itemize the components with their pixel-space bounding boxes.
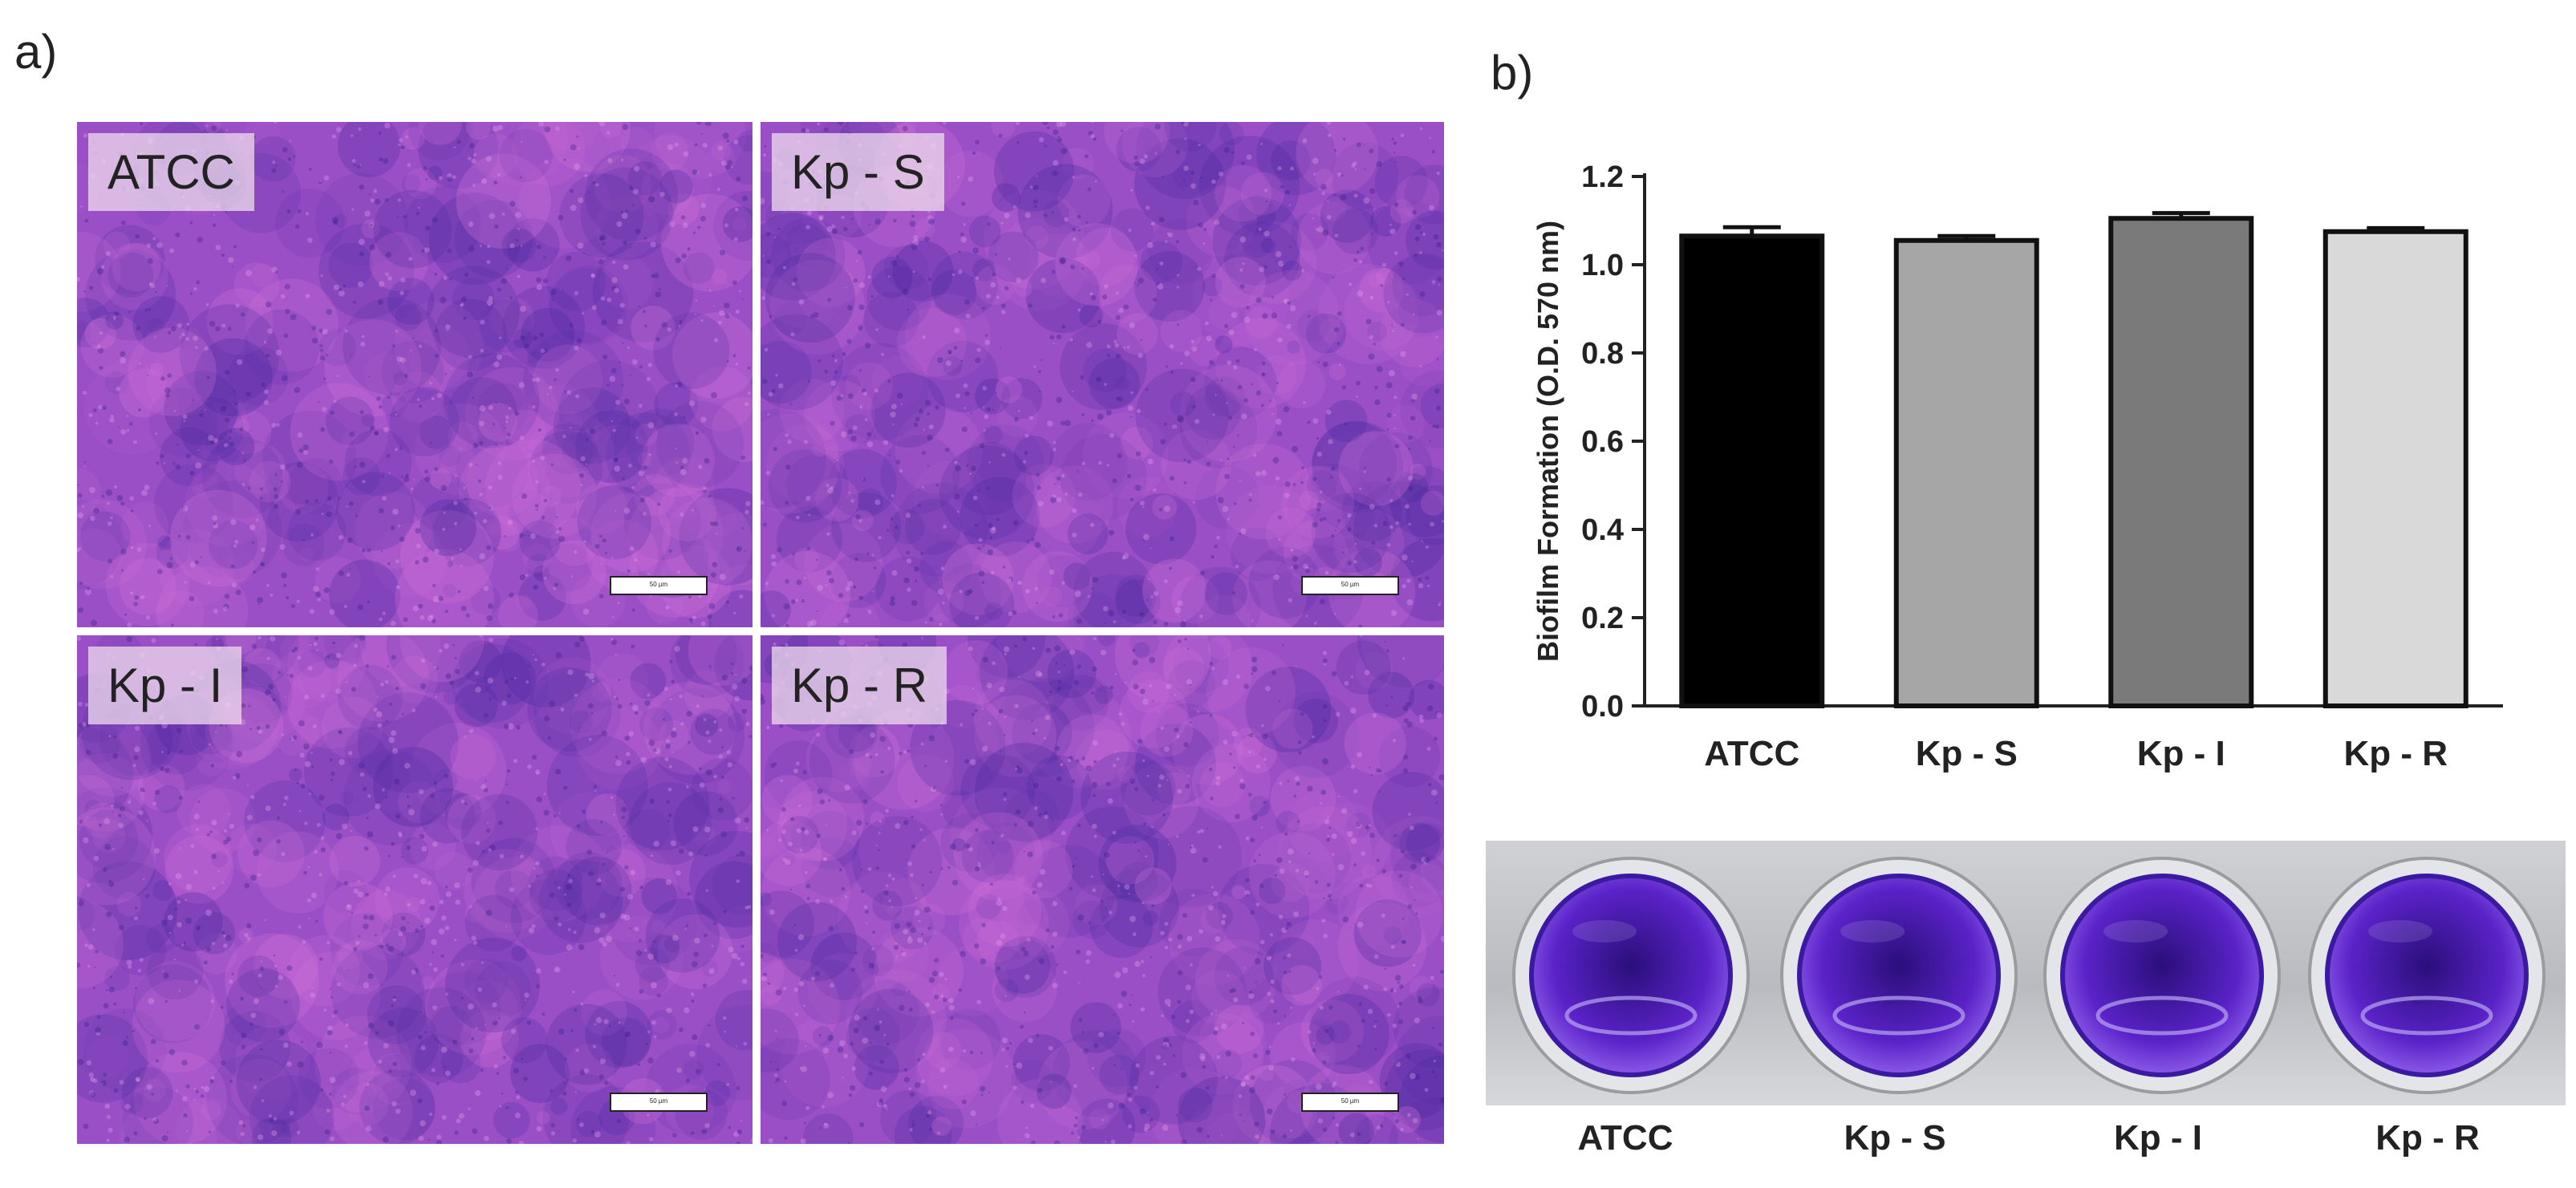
scale-bar: 50 µm [1301,576,1399,595]
x-tick-label: Kp - I [2137,734,2225,773]
bar [2322,229,2468,708]
micrograph-label: Kp - I [88,647,242,724]
bar [1679,233,1825,708]
micrograph-label: Kp - S [772,133,944,211]
x-tick-label: ATCC [1704,734,1799,773]
scale-bar: 50 µm [610,576,708,595]
well-label: Kp - S [1844,1118,1946,1158]
bar [1893,237,2039,708]
panel-b-letter: b) [1491,46,1534,99]
x-tick-label: Kp - S [1916,734,2018,773]
panel-a-letter: a) [14,25,58,79]
micrograph-texture [761,635,1444,1144]
well-label: Kp - I [2114,1118,2202,1158]
well [1508,855,1754,1096]
well-label: Kp - R [2375,1118,2480,1158]
micrograph-texture [761,122,1444,627]
micrograph-kp-i: Kp - I 50 µm [77,635,753,1144]
well [1776,855,2022,1096]
micrograph-kp-s: Kp - S 50 µm [761,122,1444,627]
y-tick-label: 0.6 [1581,425,1624,459]
scale-bar: 50 µm [1301,1093,1399,1112]
micrograph-atcc: ATCC 50 µm [77,122,753,627]
micrograph-label: ATCC [88,133,254,211]
y-tick-label: 0.8 [1581,337,1624,371]
y-tick-label: 0.2 [1581,602,1624,635]
y-tick-label: 1.2 [1581,160,1624,194]
bar [2108,216,2254,708]
y-axis-label: Biofilm Formation (O.D. 570 nm) [1531,221,1564,662]
well-label: ATCC [1577,1118,1673,1158]
biofilm-bar-chart: 0.0 0.2 0.4 0.6 0.8 1.0 1.2 Biofilm Formation (… [1531,160,2503,773]
micrograph-kp-r: Kp - R 50 µm [761,635,1444,1144]
y-tick-label: 1.0 [1581,249,1624,282]
well [2304,855,2550,1096]
micrograph-label: Kp - R [772,647,947,724]
well [2039,855,2285,1096]
y-tick-label: 0.0 [1581,690,1624,724]
x-tick-label: Kp - R [2343,734,2448,773]
y-tick-label: 0.4 [1581,513,1624,547]
scale-bar: 50 µm [610,1093,708,1112]
well-plate-photo [1486,841,2566,1105]
micrograph-texture [77,122,753,627]
